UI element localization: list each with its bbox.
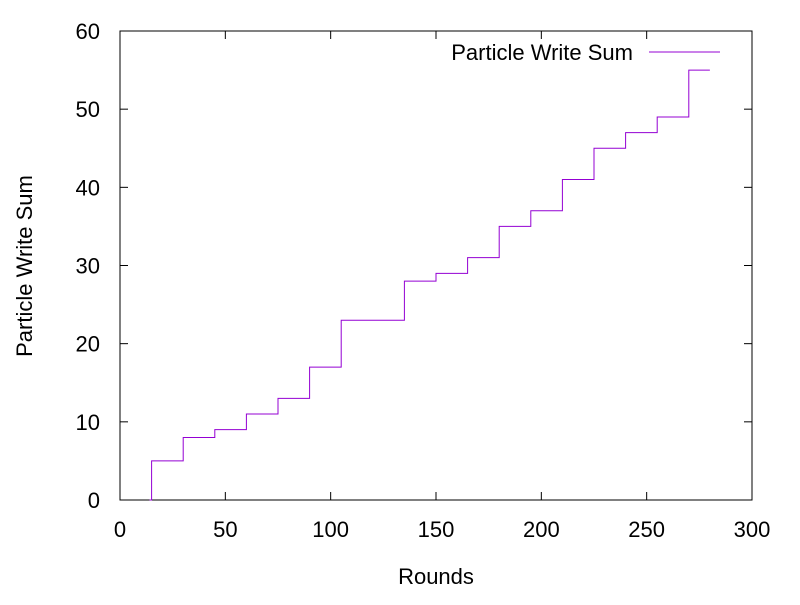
x-tick-label: 200: [523, 517, 560, 542]
y-tick-label: 30: [76, 254, 100, 279]
y-axis-label: Particle Write Sum: [12, 175, 37, 357]
y-tick-label: 40: [76, 175, 100, 200]
x-tick-label: 250: [628, 517, 665, 542]
x-tick-label: 50: [213, 517, 237, 542]
y-tick-label: 10: [76, 410, 100, 435]
y-tick-label: 0: [88, 488, 100, 513]
x-tick-label: 150: [418, 517, 455, 542]
x-tick-label: 300: [734, 517, 771, 542]
y-tick-label: 20: [76, 332, 100, 357]
x-axis-label: Rounds: [398, 564, 474, 589]
series-layer: [149, 69, 710, 501]
y-tick-label: 50: [76, 97, 100, 122]
x-axis-ticks: 0 50 100 150 200 250 300: [114, 31, 770, 542]
x-tick-label: 0: [114, 517, 126, 542]
y-tick-label: 60: [76, 19, 100, 44]
y-axis-ticks: 0 10 20 30 40 50 60: [76, 19, 752, 513]
x-tick-label: 100: [312, 517, 349, 542]
legend: Particle Write Sum: [451, 40, 720, 65]
legend-label: Particle Write Sum: [451, 40, 633, 65]
series-line: [149, 69, 710, 501]
